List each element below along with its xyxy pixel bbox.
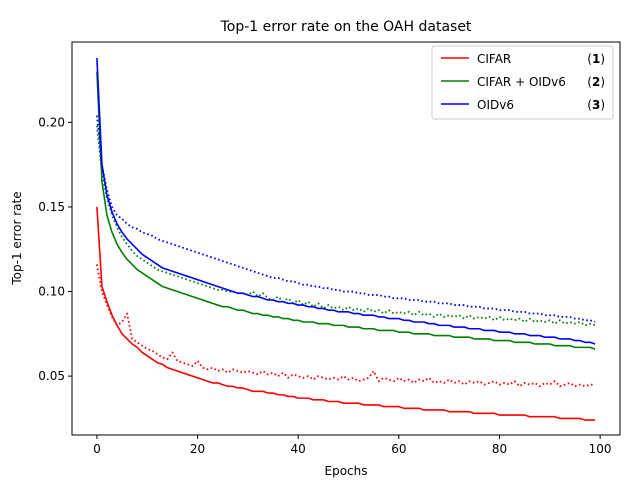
x-axis-label: Epochs: [325, 464, 368, 478]
x-tick-label: 0: [93, 442, 101, 456]
legend-number-value-cifar: 1: [592, 52, 600, 66]
series-layer: [96, 58, 596, 421]
y-tick-label: 0.05: [38, 369, 65, 383]
y-tick-label: 0.15: [38, 200, 65, 214]
series-line-cifar-oidv6-dotted: [96, 125, 596, 327]
x-tick-label: 60: [391, 442, 406, 456]
legend: CIFAR (1) CIFAR + OIDv6 (2) OIDv6 (3): [431, 45, 614, 120]
x-axis: 0 20 40 60 80 100: [93, 435, 612, 456]
series-line-cifar-solid: [96, 206, 596, 421]
y-tick-label: 0.20: [38, 115, 65, 129]
legend-label-cifar-oidv6: CIFAR + OIDv6: [477, 75, 566, 89]
x-tick-label: 40: [291, 442, 306, 456]
series-line-cifar-dotted: [96, 264, 596, 388]
legend-box: [431, 45, 614, 120]
legend-number-cifar-oidv6: (2): [587, 75, 605, 89]
y-axis-label: Top-1 error rate: [10, 191, 24, 285]
y-axis: 0.05 0.10 0.15 0.20: [38, 115, 72, 383]
x-tick-label: 100: [589, 442, 612, 456]
chart-title: Top-1 error rate on the OAH dataset: [220, 19, 472, 35]
series-line-oidv6-solid: [96, 58, 596, 345]
y-tick-label: 0.10: [38, 285, 65, 299]
plot-frame: [71, 41, 621, 436]
legend-label-cifar: CIFAR: [477, 52, 511, 66]
legend-label-oidv6: OIDv6: [477, 98, 514, 112]
series-line-cifar-oidv6-solid: [96, 71, 596, 350]
x-tick-label: 80: [492, 442, 507, 456]
x-tick-label: 20: [190, 442, 205, 456]
legend-number-value-oidv6: 3: [592, 98, 600, 112]
legend-number-value-cifar-oidv6: 2: [592, 75, 600, 89]
legend-number-cifar: (1): [587, 52, 605, 66]
legend-number-oidv6: (3): [587, 98, 605, 112]
